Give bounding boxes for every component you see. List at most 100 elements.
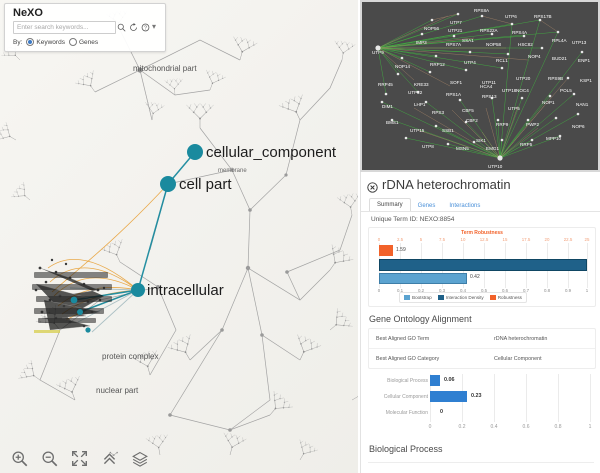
bar-interaction-density [379,259,587,271]
top-tick-9: 22.5 [563,237,573,242]
svg-text:RRP45: RRP45 [378,82,393,87]
help-icon[interactable]: ? [139,21,151,33]
tab-summary[interactable]: Summary [369,198,411,212]
tab-interactions[interactable]: Interactions [449,203,481,209]
fit-to-screen-icon[interactable] [70,449,89,468]
tab-genes[interactable]: Genes [417,203,436,209]
tree-label-protein-complex[interactable]: protein complex [102,352,159,361]
legend-swatch-interaction-density [437,295,444,300]
svg-text:POL5: POL5 [560,88,572,93]
go-term-value: rDNA heterochromatin [494,335,548,342]
svg-text:UTP5: UTP5 [508,106,520,111]
svg-text:RPL4A: RPL4A [552,38,567,43]
bottom-tick-9: 0.9 [564,288,572,293]
panel-tabs: Summary Genes Interactions [369,198,487,212]
top-tick-5: 12.5 [479,237,489,242]
svg-text:UTP8: UTP8 [422,144,434,149]
gene-ontology-heading: Gene Ontology Alignment [369,314,472,324]
search-input[interactable] [13,21,116,34]
tree-label-cell-part[interactable]: cell part [179,176,232,193]
unique-term-id: Unique Term ID: NEXO:8854 [371,216,455,223]
tree-label-intracellular[interactable]: intracellular [147,282,224,299]
radio-genes-dot [68,38,77,46]
tree-label-mitochondrial-part[interactable]: mitochondrial part [133,64,197,73]
radio-keywords[interactable]: Keywords [26,38,65,46]
go-category-key: Best Aligned GO Category [376,355,440,362]
svg-text:HSC82: HSC82 [518,42,533,47]
go-tick-4: 0.8 [554,424,562,430]
svg-text:RRP9: RRP9 [496,122,509,127]
panel-title: rDNA heterochromatin [382,177,511,192]
table-row: Best Aligned GO Term rDNA heterochromati… [369,329,595,349]
gene-ontology-table: Best Aligned GO Term rDNA heterochromati… [368,328,596,369]
refresh-icon[interactable] [127,21,139,33]
svg-text:UTP18: UTP18 [502,88,517,93]
svg-text:RPS13: RPS13 [482,94,497,99]
bar-robustness [379,245,393,256]
tabs-divider [361,211,600,212]
svg-text:SOF1: SOF1 [450,80,462,85]
gene-labels: UTP9 NOP56 UTP7 RPS8A UTP6 RPS17B RPL4A IMP3 R… [372,8,592,169]
svg-text:EMG1: EMG1 [486,146,499,151]
go-bar-value-molecular-function: 0 [440,409,443,415]
search-by-row: By: Keywords Genes [13,38,98,46]
top-tick-4: 10 [460,237,466,242]
close-circle-icon[interactable] [367,180,378,193]
zoom-out-icon[interactable] [40,449,59,468]
go-bar-label-cellular-component: Cellular Component [383,394,428,400]
top-tick-10: 25 [584,237,590,242]
top-tick-8: 20 [544,237,550,242]
go-tick-3: 0.6 [522,424,530,430]
top-tick-7: 17.5 [521,237,531,242]
svg-text:UTP22: UTP22 [408,90,423,95]
tree-label-membrane[interactable]: membrane [218,168,247,174]
radio-genes[interactable]: Genes [68,38,98,46]
tree-label-nuclear-part[interactable]: nuclear part [96,386,139,395]
bar-robustness-value: 1.59 [396,247,406,253]
ontology-tree-canvas[interactable]: cellular_component cell part intracellul… [0,0,358,473]
bottom-tick-3: 0.3 [438,288,446,293]
svg-text:CBF2: CBF2 [466,118,478,123]
svg-text:RPS9B: RPS9B [548,76,563,81]
go-bar-value-biological-process: 0.06 [444,377,455,383]
svg-text:RRP12: RRP12 [430,62,445,67]
svg-text:NOP58: NOP58 [486,42,502,47]
search-icon[interactable] [115,21,127,33]
legend-robustness[interactable]: Robustness [489,295,522,300]
svg-text:RPS3: RPS3 [432,110,444,115]
svg-text:RPS17B: RPS17B [534,14,552,19]
svg-text:UTP11: UTP11 [482,80,496,85]
radio-keywords-label: Keywords [36,38,65,46]
bottom-tick-6: 0.6 [501,288,509,293]
go-term-key: Best Aligned GO Term [376,335,430,342]
svg-text:SIK1: SIK1 [476,138,486,143]
svg-text:NOP6: NOP6 [572,124,585,129]
legend-bootstrap[interactable]: Bootstrap [404,295,432,300]
legend-interaction-density[interactable]: Interaction Density [437,295,484,300]
legend-swatch-bootstrap [404,295,410,300]
go-tick-2: 0.4 [490,424,498,430]
svg-text:RPS4A: RPS4A [512,30,528,35]
svg-text:KRE33: KRE33 [414,82,429,87]
svg-text:UTP4: UTP4 [464,60,476,65]
go-category-value: Cellular Component [494,355,542,362]
go-alignment-chart: Biological Process 0.06 Cellular Compone… [368,370,594,438]
svg-text:RRP5: RRP5 [520,142,533,147]
biological-process-heading: Biological Process [369,444,443,454]
radio-keywords-dot [26,38,35,46]
bottom-tick-1: 0.1 [396,288,404,293]
zoom-in-icon[interactable] [10,449,29,468]
tree-label-cellular-component[interactable]: cellular_component [206,144,337,161]
top-tick-0: 0 [377,237,381,242]
view-toolbar [0,443,358,473]
svg-text:SSA1: SSA1 [462,38,474,43]
svg-text:BUD21: BUD21 [552,56,567,61]
chevron-down-icon[interactable]: ▾ [152,22,157,31]
gene-interaction-network[interactable]: UTP9 NOP56 UTP7 RPS8A UTP6 RPS17B RPL4A IMP3 R… [360,0,600,172]
collapse-icon[interactable] [100,449,119,468]
svg-text:UTP9: UTP9 [372,50,384,55]
bottom-tick-0: 0 [377,288,381,293]
term-info-panel: rDNA heterochromatin Summary Genes Inter… [360,172,600,473]
layers-icon[interactable] [130,449,149,468]
svg-text:UTP6: UTP6 [505,14,517,19]
